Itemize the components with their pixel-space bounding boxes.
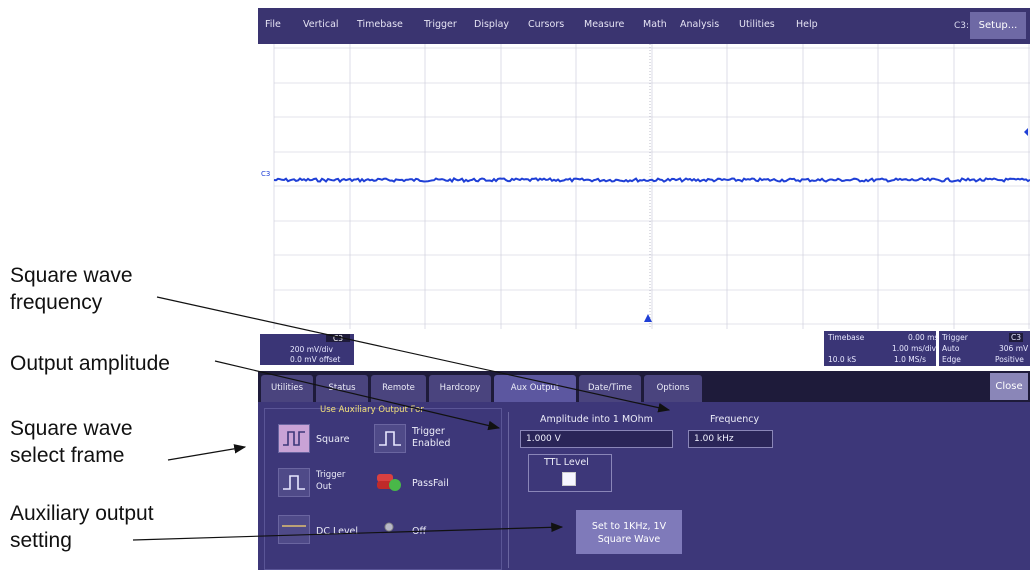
trigger-level: 306 mV: [999, 344, 1029, 353]
channel-trace: [273, 177, 1030, 184]
dc-level-icon: [282, 525, 306, 527]
grid-lines: [273, 44, 1030, 329]
trigger-position-marker: [644, 314, 652, 322]
aux-group-title: Use Auxiliary Output For: [320, 405, 424, 415]
menu-measure[interactable]: Measure: [584, 19, 625, 30]
annotation-line: select frame: [10, 444, 125, 467]
close-button[interactable]: Close: [990, 373, 1028, 400]
tab-status[interactable]: Status: [316, 375, 368, 402]
frequency-label: Frequency: [710, 414, 760, 425]
menu-timebase[interactable]: Timebase: [357, 19, 403, 30]
annotation-line: setting: [10, 529, 72, 552]
off-icon: [384, 522, 394, 532]
arrow-aux-setting: [132, 522, 564, 541]
trigger-type: Edge: [942, 355, 961, 364]
arrow-amplitude: [214, 360, 501, 431]
menu-bar: File Vertical Timebase Trigger Display C…: [258, 8, 1030, 44]
tab-hardcopy[interactable]: Hardcopy: [429, 375, 491, 402]
tab-options[interactable]: Options: [644, 375, 702, 402]
trace-label: C3: [261, 170, 270, 178]
amplitude-label: Amplitude into 1 MOhm: [540, 414, 653, 425]
active-channel-indicator: C3:: [954, 21, 970, 31]
timebase-samples: 10.0 kS: [828, 355, 857, 364]
annotation-auxiliary-output-setting: Auxiliary output setting: [10, 500, 154, 554]
trigger-pulse-icon: [283, 475, 305, 490]
arrow-select-frame: [167, 444, 247, 461]
pass-fail-label[interactable]: PassFail: [412, 478, 449, 489]
ttl-level-frame: [528, 454, 612, 492]
annotation-line: frequency: [10, 291, 103, 314]
pass-fail-icon[interactable]: [374, 470, 404, 494]
timebase-title: Timebase: [828, 333, 865, 342]
readout-strip: C3 200 mV/div 0.0 mV offset Timebase 0.0…: [258, 329, 1030, 371]
trigger-enabled-option-icon[interactable]: [374, 424, 406, 453]
trigger-level-marker: [1024, 128, 1028, 136]
menu-file[interactable]: File: [265, 19, 281, 30]
annotation-line: Square wave: [10, 264, 133, 287]
annotation-square-wave-select-frame: Square wave select frame: [10, 415, 133, 469]
waveform-display: C3: [258, 44, 1030, 329]
off-option-icon[interactable]: [374, 515, 404, 542]
square-wave-icon: [283, 431, 305, 446]
tab-remote[interactable]: Remote: [371, 375, 426, 402]
amplitude-field[interactable]: 1.000 V: [520, 430, 673, 448]
timebase-readout[interactable]: Timebase 0.00 ms 1.00 ms/div 10.0 kS 1.0…: [824, 331, 939, 366]
timebase-rate: 1.0 MS/s: [894, 355, 926, 364]
tab-utilities[interactable]: Utilities: [261, 375, 313, 402]
trigger-readout[interactable]: Trigger C3 Auto 306 mV Edge Positive: [939, 331, 1030, 366]
ttl-level-label: TTL Level: [544, 457, 589, 468]
annotation-line: Square wave: [10, 417, 133, 440]
aux-output-panel: Use Auxiliary Output For Square Trigger …: [258, 402, 1030, 570]
trigger-slope: Positive: [995, 355, 1024, 364]
menu-math[interactable]: Math: [643, 19, 667, 30]
timebase-delay: 0.00 ms: [908, 333, 939, 342]
trigger-mode: Auto: [942, 344, 960, 353]
menu-analysis[interactable]: Analysis: [680, 19, 720, 30]
panel-divider: [508, 412, 509, 568]
menu-vertical[interactable]: Vertical: [303, 19, 339, 30]
trigger-out-option-icon[interactable]: [278, 468, 310, 497]
channel-readout[interactable]: C3 200 mV/div 0.0 mV offset: [260, 334, 354, 365]
square-option-icon[interactable]: [278, 424, 310, 453]
annotation-square-wave-frequency: Square wave frequency: [10, 262, 133, 316]
menu-trigger[interactable]: Trigger: [424, 19, 457, 30]
trigger-title: Trigger: [942, 333, 968, 342]
waveform-grid: C3: [261, 44, 1030, 329]
set-button-line-2: Square Wave: [597, 534, 661, 545]
annotation-line: Auxiliary output: [10, 502, 154, 525]
trigger-out-label-1[interactable]: Trigger: [316, 470, 346, 480]
menu-utilities[interactable]: Utilities: [739, 19, 775, 30]
channel-vdiv: 200 mV/div: [290, 345, 333, 354]
dc-level-label[interactable]: DC Level: [316, 526, 359, 537]
square-option-label[interactable]: Square: [316, 434, 350, 445]
trigger-enabled-label-1[interactable]: Trigger: [412, 426, 445, 437]
set-1khz-1v-square-wave-button[interactable]: Set to 1KHz, 1V Square Wave: [576, 510, 682, 554]
dialog-tab-bar: Utilities Status Remote Hardcopy Aux Out…: [258, 371, 1030, 402]
ttl-level-checkbox[interactable]: [562, 472, 576, 486]
trigger-pulse-icon: [379, 431, 401, 446]
channel-readout-label: C3: [326, 334, 350, 343]
channel-offset: 0.0 mV offset: [290, 355, 341, 364]
timebase-tdiv: 1.00 ms/div: [892, 344, 937, 353]
arrow-frequency: [156, 296, 671, 413]
annotation-output-amplitude: Output amplitude: [10, 352, 170, 375]
trigger-enabled-label-2[interactable]: Enabled: [412, 438, 451, 449]
trigger-channel: C3: [1009, 333, 1024, 342]
frequency-field[interactable]: 1.00 kHz: [688, 430, 773, 448]
setup-button[interactable]: Setup...: [970, 12, 1026, 39]
dc-level-option-icon[interactable]: [278, 515, 310, 544]
set-button-line-1: Set to 1KHz, 1V: [591, 521, 667, 532]
menu-help[interactable]: Help: [796, 19, 818, 30]
pass-fail-glyph: [377, 474, 401, 491]
scope-window: File Vertical Timebase Trigger Display C…: [258, 8, 1030, 570]
menu-cursors[interactable]: Cursors: [528, 19, 565, 30]
tab-aux-output[interactable]: Aux Output: [494, 375, 576, 402]
trigger-out-label-2[interactable]: Out: [316, 482, 332, 492]
menu-display[interactable]: Display: [474, 19, 510, 30]
